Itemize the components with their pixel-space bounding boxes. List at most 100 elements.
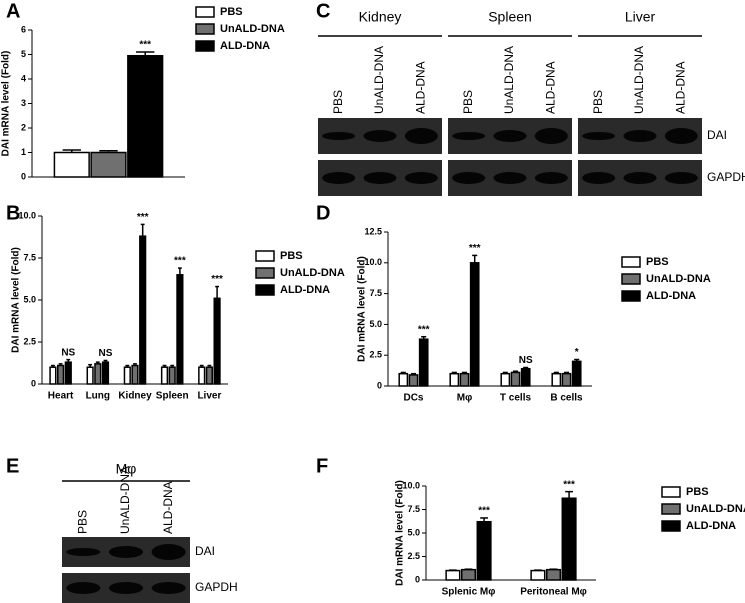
significance-label: *** — [469, 243, 481, 254]
legend-label: UnALD-DNA — [280, 267, 345, 279]
legend-label: ALD-DNA — [220, 40, 270, 52]
bar — [101, 361, 110, 385]
legend-swatch — [255, 267, 275, 279]
legend-swatch — [621, 290, 641, 302]
blot-band — [623, 172, 657, 184]
blot-band — [582, 172, 616, 184]
legend-swatch — [195, 6, 215, 18]
lane-label: UnALD-DNA — [632, 46, 646, 114]
blot-band — [452, 172, 486, 184]
legend-label: PBS — [280, 250, 303, 262]
panel-letter: D — [316, 202, 330, 224]
significance-label: *** — [174, 256, 186, 267]
bar — [571, 360, 582, 387]
lane-label: ALD-DNA — [674, 61, 688, 114]
legend-label: ALD-DNA — [646, 290, 696, 302]
significance-label: *** — [137, 212, 149, 223]
y-tick-label: 4 — [21, 73, 26, 83]
blot-band — [108, 582, 144, 594]
significance-label: *** — [139, 40, 151, 51]
y-tick-label: 5.0 — [23, 294, 36, 304]
y-tick-label: 5.0 — [407, 527, 420, 537]
y-tick-label: 2.5 — [407, 551, 420, 561]
y-tick-label: 5.0 — [369, 319, 382, 329]
bar — [127, 54, 164, 178]
group-label: Kidney — [359, 9, 402, 25]
y-tick-label: 0 — [31, 378, 36, 388]
bar — [551, 372, 562, 387]
blot-band — [66, 548, 101, 556]
bar — [123, 366, 131, 385]
blot-band — [664, 128, 698, 144]
bar — [90, 151, 127, 178]
row-label: DAI — [195, 544, 215, 558]
lane-label: PBS — [76, 510, 90, 534]
lane-label: PBS — [331, 90, 345, 114]
bar — [469, 262, 480, 387]
y-axis-label: DAI mRNA level (Fold) — [395, 480, 406, 586]
bar — [64, 361, 72, 385]
y-tick-label: 3 — [21, 98, 26, 108]
group-label: Mφ — [116, 461, 137, 477]
x-tick-label: Spleen — [156, 391, 189, 402]
blot-band — [623, 130, 657, 142]
blot-band — [582, 132, 616, 140]
bar — [449, 372, 460, 387]
bar — [408, 374, 419, 387]
significance-label: NS — [519, 355, 533, 366]
y-axis-label: DAI mRNA level (Fold) — [357, 256, 368, 362]
x-tick-label: Mφ — [457, 393, 472, 404]
blot-band — [363, 172, 397, 184]
legend-swatch — [661, 486, 681, 498]
bar — [459, 372, 470, 387]
legend-label: UnALD-DNA — [220, 23, 285, 35]
significance-label: *** — [418, 324, 430, 335]
y-tick-label: 0 — [21, 171, 26, 181]
y-tick-label: 10.0 — [402, 480, 420, 490]
y-tick-label: 1 — [21, 147, 26, 157]
legend-label: PBS — [220, 6, 243, 18]
blot-band — [322, 172, 356, 184]
y-tick-label: 0 — [377, 380, 382, 390]
bar — [131, 364, 139, 385]
y-tick-label: 7.5 — [407, 504, 420, 514]
bar — [418, 338, 429, 387]
legend-swatch — [661, 520, 681, 532]
blot-band — [363, 130, 397, 142]
legend-swatch — [195, 23, 215, 35]
x-tick-label: Liver — [197, 391, 221, 402]
bar — [520, 368, 531, 387]
x-tick-label: DCs — [403, 393, 423, 404]
x-tick-label: Splenic Mφ — [442, 587, 496, 598]
bar — [53, 151, 90, 178]
blot-band — [322, 132, 356, 140]
y-tick-label: 10.0 — [364, 257, 382, 267]
bar — [139, 235, 147, 385]
bar — [49, 366, 57, 385]
bar — [160, 366, 169, 385]
y-tick-label: 2.5 — [369, 350, 382, 360]
lane-label: ALD-DNA — [414, 61, 428, 114]
bar — [545, 568, 562, 581]
bar — [198, 366, 206, 385]
bar — [476, 520, 492, 581]
bar — [510, 371, 521, 387]
blot-band — [493, 130, 527, 142]
blot-band — [151, 544, 186, 560]
y-tick-label: 7.5 — [369, 288, 382, 298]
legend-label: UnALD-DNA — [686, 503, 745, 515]
y-tick-label: 10.0 — [18, 210, 36, 220]
legend-swatch — [621, 273, 641, 285]
bar — [530, 569, 546, 581]
bar — [398, 372, 409, 387]
bar — [445, 569, 461, 581]
x-tick-label: Kidney — [118, 391, 152, 402]
significance-label: NS — [61, 347, 75, 358]
bar — [176, 274, 184, 385]
y-tick-label: 5 — [21, 49, 26, 59]
bar — [86, 366, 94, 385]
lane-label: ALD-DNA — [161, 481, 175, 534]
significance-label: *** — [211, 274, 223, 285]
bar — [500, 372, 511, 387]
